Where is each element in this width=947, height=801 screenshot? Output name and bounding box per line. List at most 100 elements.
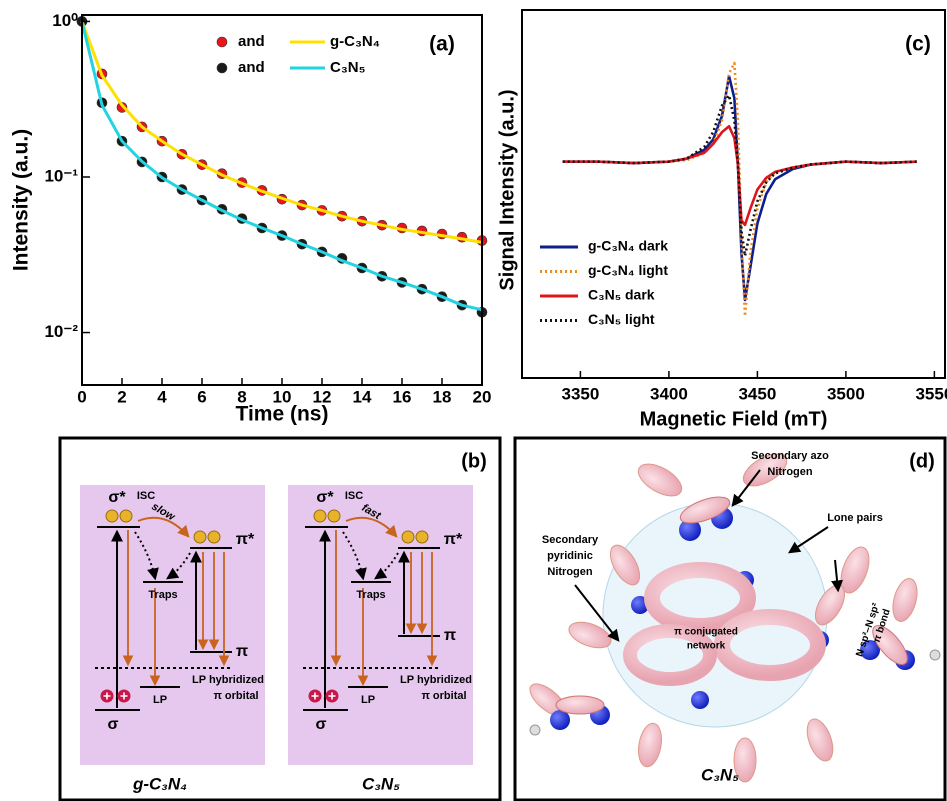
pi-bond xyxy=(872,625,908,665)
diagram-label: ISC xyxy=(137,490,155,502)
diagram-label: π orbital xyxy=(421,690,466,702)
plot-frame xyxy=(521,9,946,379)
annotation: Nitrogen xyxy=(547,566,593,578)
lone-pair xyxy=(733,737,757,783)
x-tick-label: 18 xyxy=(433,387,452,406)
panel-c: 3350 3400 3450 3500 3550 Magnetic Field (mT) S… xyxy=(496,9,947,430)
atom xyxy=(860,640,880,660)
atom xyxy=(679,519,701,541)
lone-pair xyxy=(568,621,612,649)
atom xyxy=(550,710,570,730)
panel-a: 0 2 4 6 8 10 12 14 16 18 20 10⁻² 10⁻¹ 10⁰ Time (ns) Int… xyxy=(10,11,492,426)
background xyxy=(80,485,265,765)
legend-label: g-C₃N₄ xyxy=(330,33,380,50)
background xyxy=(288,485,473,765)
molecule xyxy=(529,453,941,783)
spectrum-line xyxy=(562,94,917,258)
y-tick-label: 10⁻¹ xyxy=(44,166,78,185)
diagram-label: LP xyxy=(361,694,375,706)
electron xyxy=(313,509,327,523)
panel-d: (d) xyxy=(513,436,947,801)
x-tick-label: 2 xyxy=(117,387,126,406)
electron xyxy=(327,509,341,523)
arrow xyxy=(831,559,844,593)
legend-joiner: and xyxy=(238,59,265,76)
x-axis-label: Magnetic Field (mT) xyxy=(640,408,828,430)
y-tick-label: 10⁻² xyxy=(44,322,78,341)
arrow xyxy=(787,526,829,554)
electron xyxy=(207,530,221,544)
caption: C₃N₅ xyxy=(701,765,739,784)
transition xyxy=(345,516,398,538)
panel-label: (a) xyxy=(429,33,455,56)
diagram-label: σ* xyxy=(316,489,334,506)
lone-pair xyxy=(892,578,918,622)
diagram-label: π* xyxy=(236,531,255,548)
legend-joiner: and xyxy=(238,33,265,50)
hole-sign xyxy=(328,692,336,700)
y-axis-label: Signal Intensity (a.u.) xyxy=(496,89,518,290)
annotation: Nitrogen xyxy=(767,466,813,478)
annotation: Secondary xyxy=(542,534,599,546)
atom xyxy=(529,724,541,736)
torus xyxy=(623,624,717,686)
diagram-label: σ xyxy=(108,716,119,733)
legend-label: g-C₃N₄ light xyxy=(588,262,668,278)
torus xyxy=(644,562,756,634)
legend-label: g-C₃N₄ dark xyxy=(588,238,668,254)
annotation: pyridinic xyxy=(547,550,593,562)
electron xyxy=(415,530,429,544)
panel-frame xyxy=(513,436,947,801)
diagram-label: σ xyxy=(316,716,327,733)
annotation: Lone pairs xyxy=(827,512,883,524)
atom xyxy=(929,649,941,661)
transition xyxy=(137,516,190,538)
y-axis-label: Intensity (a.u.) xyxy=(10,129,33,271)
trap-arrow xyxy=(166,552,191,580)
legend-label: C₃N₅ dark xyxy=(588,287,655,303)
atom xyxy=(691,691,709,709)
diagram-label: Traps xyxy=(356,589,385,601)
panel-frame xyxy=(58,436,502,801)
hole-sign xyxy=(103,692,111,700)
y-tick-label: 10⁰ xyxy=(52,11,78,30)
x-tick-label: 6 xyxy=(197,387,206,406)
diagram-label: LP hybridized xyxy=(400,674,472,686)
lone-pair xyxy=(840,546,870,594)
legend-label: C₃N₅ xyxy=(330,59,366,76)
arrow xyxy=(731,469,761,507)
x-tick-label: 3400 xyxy=(650,384,688,403)
hole-sign xyxy=(311,692,319,700)
legend-marker xyxy=(216,36,228,48)
lone-pair xyxy=(638,722,662,768)
x-tick-label: 16 xyxy=(393,387,412,406)
panel-label: (c) xyxy=(905,33,931,56)
torus xyxy=(714,609,826,681)
electron xyxy=(105,509,119,523)
arrow xyxy=(574,584,620,642)
annotation: π conjugated xyxy=(674,627,738,638)
x-tick-label: 4 xyxy=(157,387,167,406)
fit-line xyxy=(80,20,483,244)
panel-label: (d) xyxy=(909,450,935,472)
diagram-label: Traps xyxy=(148,589,177,601)
x-tick-label: 8 xyxy=(237,387,246,406)
x-tick-label: 3500 xyxy=(827,384,865,403)
diagram-label: LP xyxy=(153,694,167,706)
spectrum-line xyxy=(562,124,917,227)
x-tick-label: 12 xyxy=(313,387,332,406)
x-tick-label: 3550 xyxy=(915,384,947,403)
pi-bond xyxy=(679,496,731,524)
x-tick-label: 20 xyxy=(473,387,492,406)
hole-sign xyxy=(120,692,128,700)
panel-label: (b) xyxy=(461,450,487,472)
diagram-label: g-C₃N₄ xyxy=(132,774,187,793)
diagram-label: π orbital xyxy=(213,690,258,702)
diagram-label: π xyxy=(444,627,456,644)
annotation: network xyxy=(687,641,726,652)
diagram-label: σ* xyxy=(108,489,126,506)
